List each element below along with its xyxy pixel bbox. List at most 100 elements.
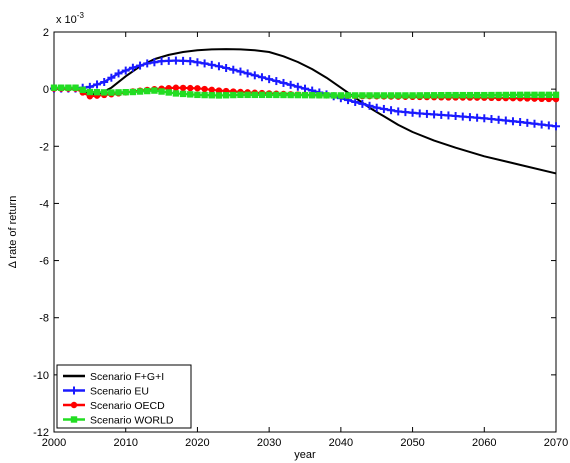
legend-entry-scenario-eu: Scenario EU xyxy=(63,386,149,398)
data-point-scenario-world xyxy=(215,92,223,99)
y-axis-tick-labels: -12 -10 -8 -6 -4 -2 0 2 xyxy=(33,27,49,439)
data-point-scenario-world xyxy=(502,91,509,99)
data-point-scenario-world xyxy=(473,91,481,99)
data-point-scenario-eu xyxy=(286,80,295,89)
data-point-scenario-eu xyxy=(473,113,482,122)
legend-label: Scenario F+G+I xyxy=(90,371,164,383)
data-point-scenario-world xyxy=(122,88,129,96)
data-point-scenario-oecd xyxy=(215,87,223,94)
data-point-scenario-world xyxy=(165,89,172,96)
data-point-scenario-eu xyxy=(171,56,180,65)
data-point-scenario-eu xyxy=(415,109,424,118)
data-point-scenario-world xyxy=(172,90,180,97)
data-point-scenario-world xyxy=(531,91,538,99)
x-tick-label: 2040 xyxy=(329,437,353,449)
data-point-scenario-world xyxy=(187,91,194,98)
x-tick-label: 2010 xyxy=(113,437,137,449)
data-point-scenario-world xyxy=(208,92,215,99)
data-point-scenario-eu xyxy=(186,57,195,66)
data-point-scenario-oecd xyxy=(179,84,187,92)
y-tick-label: 2 xyxy=(43,27,49,39)
data-point-scenario-eu xyxy=(250,71,259,80)
x-tick-label: 2050 xyxy=(400,437,424,449)
data-point-scenario-world xyxy=(65,84,72,91)
data-point-scenario-world xyxy=(552,91,560,99)
data-point-scenario-world xyxy=(524,91,531,99)
data-point-scenario-oecd xyxy=(194,85,201,92)
data-point-scenario-world xyxy=(352,92,359,99)
data-point-scenario-world xyxy=(179,90,187,98)
legend-label: Scenario OECD xyxy=(90,400,165,412)
data-point-scenario-world xyxy=(93,88,101,96)
series-layer xyxy=(50,48,560,175)
series-line-scenario-f-g-i xyxy=(54,48,557,175)
data-point-scenario-world xyxy=(380,92,388,99)
x-axis-label: year xyxy=(294,449,316,461)
x-tick-label: 2060 xyxy=(472,437,496,449)
data-point-scenario-eu xyxy=(200,59,209,68)
data-point-scenario-eu xyxy=(93,80,102,89)
data-point-scenario-eu xyxy=(301,84,309,93)
data-point-scenario-eu xyxy=(236,67,245,76)
data-point-scenario-eu xyxy=(358,99,367,108)
data-point-scenario-eu xyxy=(128,63,137,72)
data-point-scenario-eu xyxy=(179,56,188,65)
data-point-scenario-world xyxy=(366,92,373,99)
legend-entry-scenario-oecd: Scenario OECD xyxy=(63,400,165,412)
data-point-scenario-world xyxy=(430,92,438,99)
legend: Scenario F+G+I Scenario EU Scenario OECD Sc… xyxy=(56,364,192,429)
legend-marker xyxy=(70,416,78,423)
y-tick-label: -10 xyxy=(33,370,49,382)
data-point-scenario-eu xyxy=(351,98,360,106)
data-point-scenario-world xyxy=(387,92,395,99)
data-point-scenario-eu xyxy=(293,82,302,91)
data-point-scenario-eu xyxy=(430,110,439,119)
data-point-scenario-eu xyxy=(516,118,525,126)
data-point-scenario-world xyxy=(151,87,158,94)
data-point-scenario-world xyxy=(129,88,137,96)
data-point-scenario-eu xyxy=(530,119,539,128)
data-point-scenario-world xyxy=(280,91,287,99)
data-point-scenario-world xyxy=(323,92,330,99)
y-exponent-power: -3 xyxy=(77,11,85,20)
data-point-scenario-world xyxy=(308,92,316,99)
data-point-scenario-world xyxy=(287,91,294,99)
data-point-scenario-eu xyxy=(401,108,410,117)
data-point-scenario-world xyxy=(86,88,94,96)
data-point-scenario-world xyxy=(115,89,122,96)
data-point-scenario-world xyxy=(452,91,459,99)
data-point-scenario-oecd xyxy=(172,84,180,91)
data-point-scenario-world xyxy=(466,91,474,99)
series-scenario-f-g-i xyxy=(54,48,557,175)
data-point-scenario-world xyxy=(330,92,337,99)
data-point-scenario-eu xyxy=(422,109,431,118)
data-point-scenario-world xyxy=(158,88,165,95)
data-point-scenario-eu xyxy=(458,112,467,121)
data-point-scenario-world xyxy=(301,91,309,99)
data-point-scenario-eu xyxy=(136,61,145,70)
data-point-scenario-eu xyxy=(365,101,374,110)
data-point-scenario-eu xyxy=(121,66,130,75)
data-point-scenario-world xyxy=(72,84,79,91)
data-point-scenario-eu xyxy=(501,116,510,125)
x-tick-label: 2070 xyxy=(544,437,568,449)
data-point-scenario-world xyxy=(316,92,323,99)
data-point-scenario-world xyxy=(273,91,280,99)
data-point-scenario-eu xyxy=(372,103,381,112)
data-point-scenario-eu xyxy=(544,121,553,130)
data-point-scenario-oecd xyxy=(187,84,194,92)
data-point-scenario-eu xyxy=(387,106,396,115)
data-point-scenario-world xyxy=(509,91,517,99)
data-point-scenario-world xyxy=(258,91,266,99)
data-point-scenario-eu xyxy=(494,115,503,124)
data-point-scenario-world xyxy=(251,91,258,99)
legend-entries: Scenario F+G+I Scenario EU Scenario OECD Sc… xyxy=(63,371,174,427)
data-point-scenario-world xyxy=(201,91,208,99)
data-point-scenario-oecd xyxy=(201,85,208,93)
data-point-scenario-world xyxy=(488,91,495,99)
axis-ticks xyxy=(53,31,557,433)
legend-entry-scenario-f-g-i: Scenario F+G+I xyxy=(63,371,164,383)
data-point-scenario-world xyxy=(409,92,416,99)
series-scenario-world xyxy=(50,84,560,99)
